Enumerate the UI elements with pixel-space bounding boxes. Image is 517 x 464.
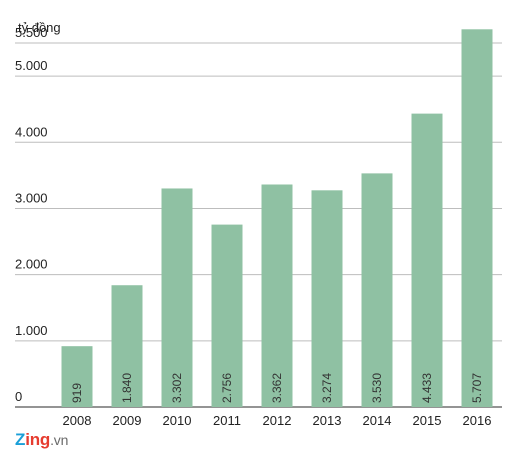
y-tick-label: 5.500 xyxy=(15,25,48,40)
bar-2010 xyxy=(161,188,193,407)
x-tick-label: 2014 xyxy=(363,413,392,428)
y-tick-label: 0 xyxy=(15,389,22,404)
bars xyxy=(61,29,493,408)
bar-2016 xyxy=(461,29,493,408)
data-label-2011: 2.756 xyxy=(220,373,234,403)
data-labels: 919 1.840 3.302 2.756 3.362 3.274 3.530 4.433 5.… xyxy=(70,373,484,403)
bar-2014 xyxy=(361,173,393,407)
y-axis-unit-label: tỷ đồng xyxy=(18,20,61,35)
zing-logo: Zing.vn xyxy=(15,430,69,449)
bar-2015 xyxy=(411,113,443,407)
data-label-2014: 3.530 xyxy=(370,373,384,403)
bar-2012 xyxy=(261,184,293,407)
x-tick-labels: 2008 2009 2010 2011 2012 2013 2014 2015 2016 xyxy=(63,413,492,428)
x-tick-label: 2008 xyxy=(63,413,92,428)
y-tick-label: 2.000 xyxy=(15,257,48,272)
data-label-2009: 1.840 xyxy=(120,373,134,403)
data-label-2008: 919 xyxy=(70,383,84,403)
bar-2011 xyxy=(211,224,243,407)
x-tick-label: 2015 xyxy=(413,413,442,428)
data-label-2016: 5.707 xyxy=(470,373,484,403)
bar-2009 xyxy=(111,285,143,407)
data-label-2013: 3.274 xyxy=(320,373,334,403)
data-label-2010: 3.302 xyxy=(170,373,184,403)
x-tick-label: 2010 xyxy=(163,413,192,428)
x-tick-label: 2012 xyxy=(263,413,292,428)
data-label-2012: 3.362 xyxy=(270,373,284,403)
y-tick-label: 5.000 xyxy=(15,58,48,73)
x-tick-label: 2011 xyxy=(213,413,241,428)
y-tick-label: 4.000 xyxy=(15,124,48,139)
x-tick-label: 2009 xyxy=(113,413,142,428)
data-label-2015: 4.433 xyxy=(420,373,434,403)
bar-2008 xyxy=(61,346,93,407)
y-tick-labels: 0 1.000 2.000 3.000 4.000 5.000 5.500 xyxy=(15,25,48,404)
x-tick-label: 2013 xyxy=(313,413,342,428)
y-tick-label: 1.000 xyxy=(15,323,48,338)
x-tick-label: 2016 xyxy=(463,413,492,428)
y-tick-label: 3.000 xyxy=(15,190,48,205)
bar-2013 xyxy=(311,190,343,407)
